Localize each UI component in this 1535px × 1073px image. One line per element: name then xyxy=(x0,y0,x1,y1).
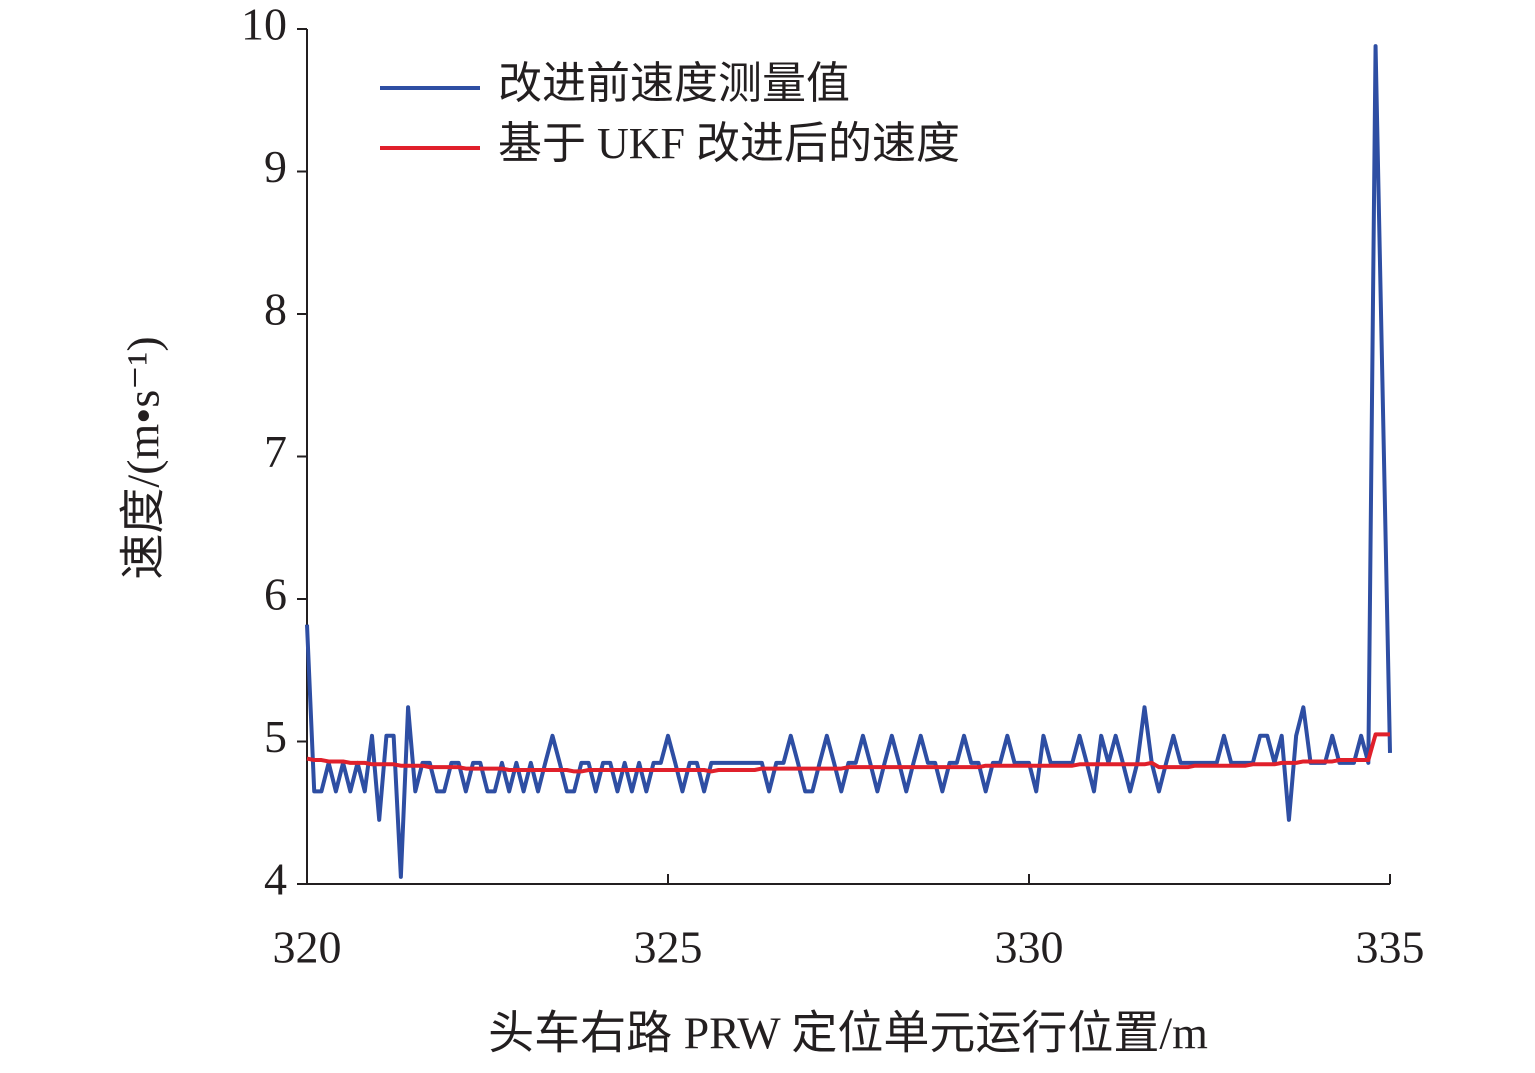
data-line xyxy=(305,44,1392,879)
y-tick-label: 9 xyxy=(264,141,287,192)
y-tick-label: 10 xyxy=(241,0,287,50)
y-axis-label: 速度/(m•s⁻¹) xyxy=(118,336,169,579)
y-tick-label: 6 xyxy=(264,569,287,620)
x-axis-label: 头车右路 PRW 定位单元运行位置/m xyxy=(488,1008,1208,1059)
data-line xyxy=(306,732,1390,774)
x-tick-label: 320 xyxy=(273,922,342,973)
legend-label: 改进前速度测量值 xyxy=(498,59,850,108)
x-tick-label: 325 xyxy=(634,922,703,973)
y-tick-label: 4 xyxy=(264,854,287,905)
y-tick-label: 8 xyxy=(264,284,287,335)
legend-label: 基于 UKF 改进后的速度 xyxy=(498,119,960,168)
x-tick-label: 330 xyxy=(995,922,1064,973)
x-tick-label: 335 xyxy=(1356,922,1425,973)
y-tick-label: 7 xyxy=(264,426,287,477)
y-tick-label: 5 xyxy=(264,711,287,762)
